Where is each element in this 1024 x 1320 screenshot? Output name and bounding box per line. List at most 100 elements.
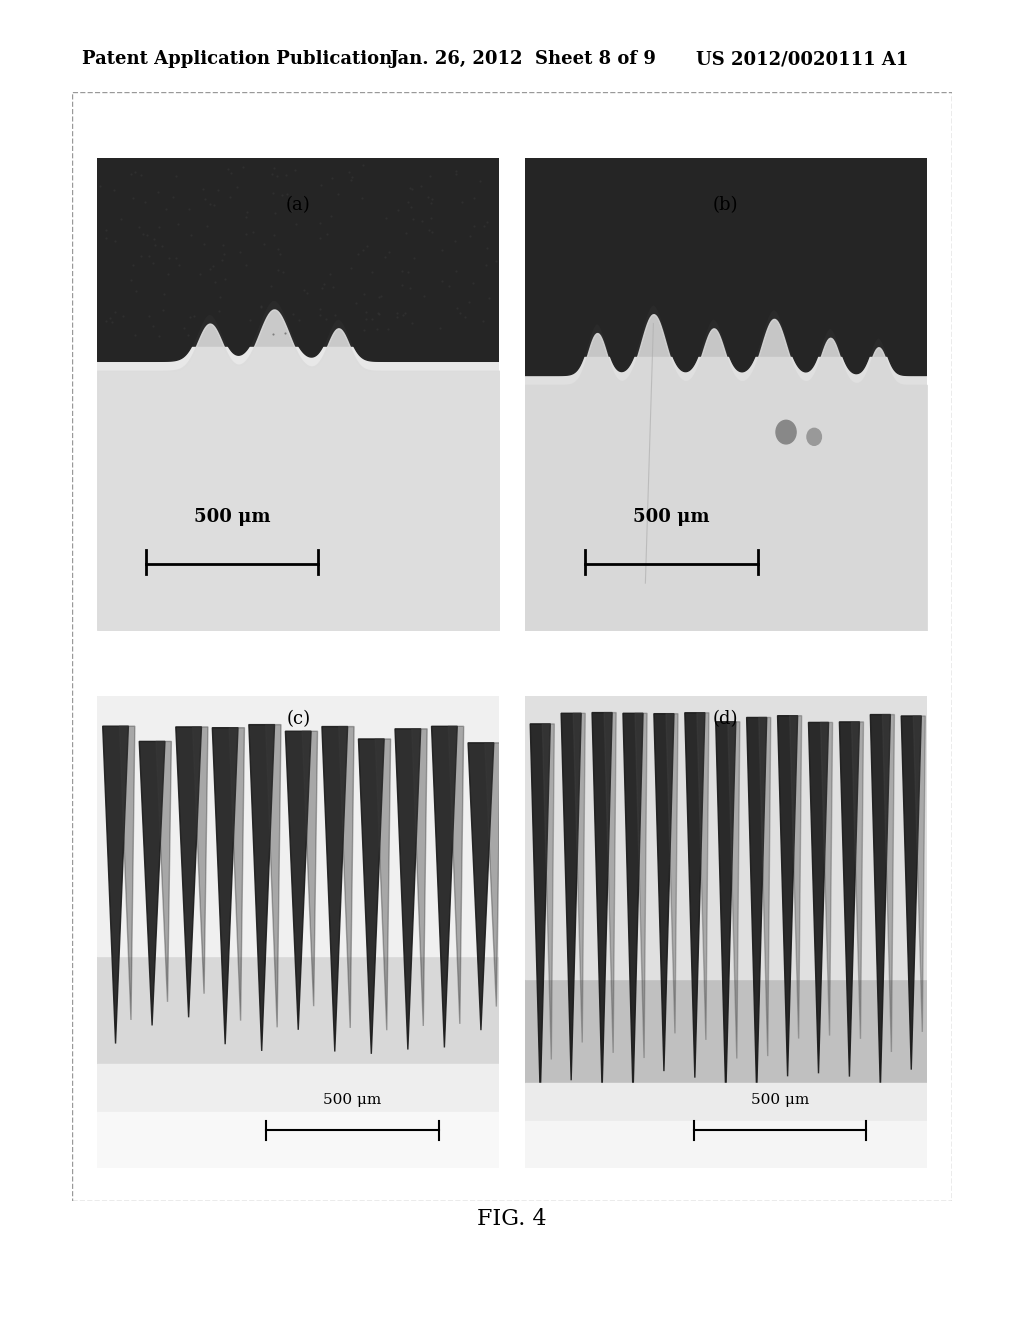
Point [265, 182, 282, 203]
Point [356, 319, 373, 341]
Point [212, 286, 228, 308]
Point [141, 246, 158, 267]
Point [161, 248, 177, 269]
Text: (a): (a) [286, 197, 310, 214]
Point [140, 306, 157, 327]
Point [447, 260, 464, 281]
Point [285, 304, 301, 325]
Point [169, 214, 185, 235]
Point [322, 263, 338, 284]
Point [106, 230, 123, 251]
Bar [524, 356, 927, 631]
Point [327, 304, 343, 325]
Point [421, 219, 437, 240]
Point [278, 164, 294, 185]
Point [414, 210, 430, 231]
Polygon shape [913, 715, 926, 1032]
Polygon shape [358, 739, 384, 1053]
Text: (d): (d) [713, 710, 738, 729]
Point [253, 297, 269, 318]
Point [98, 227, 115, 248]
Point [434, 240, 451, 261]
Polygon shape [901, 715, 922, 1069]
Bar [524, 697, 927, 979]
Point [216, 243, 232, 264]
Point [377, 247, 393, 268]
Point [158, 199, 174, 220]
Point [105, 180, 122, 201]
Polygon shape [543, 723, 554, 1060]
Point [122, 164, 138, 185]
Point [265, 224, 282, 246]
Polygon shape [530, 723, 550, 1097]
Point [466, 216, 482, 238]
Polygon shape [176, 727, 202, 1018]
Point [245, 222, 261, 243]
Point [342, 169, 358, 190]
Point [222, 162, 239, 183]
Bar [524, 1121, 927, 1168]
Polygon shape [759, 718, 771, 1056]
Point [433, 271, 450, 292]
Point [151, 325, 167, 346]
Polygon shape [777, 715, 798, 1076]
Point [135, 223, 152, 244]
Polygon shape [728, 722, 739, 1059]
Point [465, 272, 481, 293]
Point [479, 211, 496, 232]
Polygon shape [746, 718, 767, 1094]
Point [231, 242, 248, 263]
Point [296, 280, 312, 301]
Point [239, 206, 255, 227]
Point [269, 260, 286, 281]
Point [154, 236, 170, 257]
Polygon shape [468, 743, 494, 1030]
Polygon shape [212, 727, 238, 1044]
Point [390, 199, 407, 220]
Bar [97, 158, 499, 371]
Point [394, 275, 411, 296]
Point [400, 191, 417, 213]
Polygon shape [840, 722, 859, 1077]
Point [357, 302, 374, 323]
Polygon shape [716, 722, 736, 1097]
Point [313, 277, 330, 298]
Point [422, 165, 438, 186]
Point [326, 277, 342, 298]
Point [175, 318, 191, 339]
Point [267, 202, 284, 223]
Point [373, 286, 389, 308]
Point [395, 304, 412, 325]
Point [389, 306, 406, 327]
Point [449, 164, 465, 185]
Polygon shape [375, 739, 390, 1030]
Point [186, 306, 203, 327]
Point [466, 187, 482, 209]
Point [311, 227, 328, 248]
Polygon shape [286, 731, 311, 1030]
Point [394, 261, 411, 282]
Text: 500 μm: 500 μm [324, 1093, 382, 1107]
Point [341, 161, 357, 182]
Point [115, 305, 131, 326]
Point [127, 325, 143, 346]
Point [264, 164, 281, 185]
Polygon shape [120, 726, 135, 1020]
Point [238, 223, 254, 244]
Point [423, 191, 439, 213]
Point [291, 309, 307, 330]
Polygon shape [790, 715, 802, 1039]
Polygon shape [249, 725, 274, 1051]
Circle shape [807, 428, 821, 445]
Text: (c): (c) [286, 710, 310, 729]
Point [355, 239, 372, 260]
Point [478, 253, 495, 275]
Point [455, 191, 471, 213]
Point [481, 286, 498, 308]
Point [239, 253, 255, 275]
Point [420, 186, 436, 207]
Point [191, 264, 208, 285]
Point [207, 272, 223, 293]
Point [417, 286, 433, 308]
Point [388, 302, 404, 323]
